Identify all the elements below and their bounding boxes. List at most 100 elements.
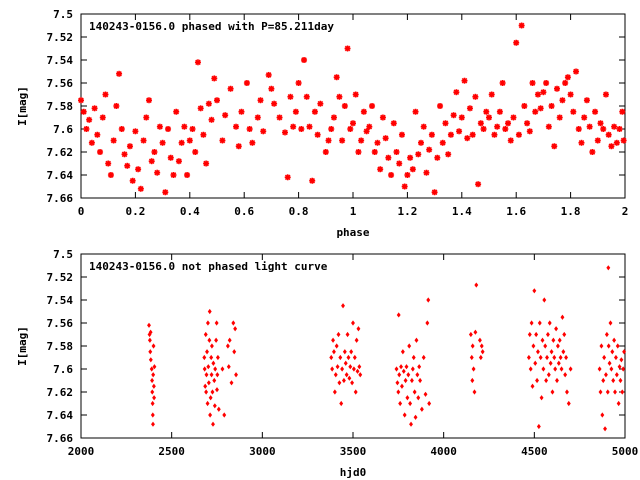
data-point	[388, 172, 395, 178]
data-point	[621, 366, 626, 372]
data-point	[360, 108, 367, 115]
data-point	[340, 366, 345, 372]
data-point	[544, 377, 549, 384]
data-point	[434, 154, 441, 161]
data-point	[369, 103, 376, 109]
data-point	[208, 395, 213, 401]
data-point	[568, 366, 573, 372]
data-point	[594, 137, 601, 144]
data-point	[151, 149, 158, 155]
data-point	[214, 337, 219, 343]
data-point	[311, 108, 318, 115]
x-tick-label: 1.8	[561, 205, 581, 218]
data-point	[550, 389, 555, 395]
data-point	[341, 103, 348, 109]
data-point	[394, 366, 399, 372]
data-point	[545, 123, 552, 130]
data-point	[480, 126, 487, 132]
data-point	[401, 183, 408, 190]
y-axis-ticks: 7.5 7.52 7.54 7.56 7.58 7.6 7.62 7.64 7.66	[47, 8, 625, 205]
data-point	[339, 400, 344, 407]
data-point	[619, 357, 624, 363]
data-point	[379, 114, 386, 121]
data-point	[332, 389, 337, 395]
data-point	[469, 354, 474, 361]
data-point	[606, 343, 611, 349]
data-point	[146, 97, 152, 104]
data-point	[602, 91, 609, 98]
data-point	[396, 312, 401, 318]
data-point	[390, 120, 397, 127]
data-point	[442, 120, 449, 127]
data-point	[91, 105, 98, 112]
data-point	[162, 189, 169, 196]
data-point	[200, 131, 207, 138]
data-point	[526, 354, 531, 361]
x-tick-label: 3500	[340, 445, 367, 458]
data-point	[515, 131, 522, 138]
y-tick-label: 7.6	[53, 123, 73, 136]
data-point	[347, 126, 354, 132]
data-point	[173, 108, 180, 115]
data-point	[456, 128, 463, 135]
data-point	[353, 389, 358, 395]
data-point	[494, 123, 501, 130]
data-point	[284, 174, 291, 181]
data-point	[348, 364, 353, 370]
data-point	[350, 120, 356, 127]
data-point	[254, 114, 261, 121]
data-point	[521, 103, 528, 109]
data-point	[480, 349, 485, 355]
data-point	[206, 380, 211, 386]
data-point	[412, 108, 419, 115]
data-point	[113, 103, 120, 109]
data-point	[102, 91, 109, 98]
data-point	[556, 360, 561, 366]
data-point	[107, 172, 114, 178]
data-point	[405, 395, 410, 401]
data-point	[249, 139, 256, 146]
data-point	[351, 320, 355, 326]
data-point	[611, 377, 616, 384]
data-point	[566, 400, 571, 407]
data-point	[189, 126, 196, 132]
data-point	[350, 380, 355, 386]
data-point	[413, 414, 418, 420]
data-point	[486, 114, 492, 121]
data-point	[426, 297, 431, 303]
data-point	[475, 181, 482, 188]
x-axis-label: hjd0	[340, 466, 367, 479]
data-point	[298, 126, 305, 132]
data-point	[545, 331, 550, 338]
data-point	[615, 343, 620, 349]
y-tick-label: 7.6	[53, 363, 73, 376]
data-point	[150, 400, 155, 407]
data-point	[322, 149, 329, 155]
data-point	[215, 372, 220, 378]
data-point	[156, 123, 163, 130]
data-point	[342, 349, 347, 355]
data-point	[337, 380, 342, 386]
data-point	[99, 114, 106, 121]
data-point	[347, 375, 352, 381]
x-axis-ticks: 0 0.2 0.4 0.6 0.8 1 1.2 1.4 1.6 1.8 2	[78, 14, 628, 218]
data-point	[225, 343, 230, 349]
data-point	[619, 108, 626, 115]
data-point	[175, 158, 182, 165]
data-point	[535, 377, 540, 384]
x-tick-label: 0.4	[180, 205, 200, 218]
data-point	[554, 326, 559, 332]
data-point	[445, 151, 452, 158]
y-tick-label: 7.58	[47, 100, 74, 113]
data-point	[557, 337, 562, 343]
data-point	[207, 337, 212, 343]
data-point	[233, 326, 238, 332]
data-point	[331, 337, 336, 343]
data-point	[121, 151, 128, 158]
data-point	[461, 77, 468, 84]
data-point	[235, 143, 242, 150]
data-point	[608, 320, 613, 326]
x-tick-label: 0	[78, 205, 85, 218]
x-tick-label: 0.6	[234, 205, 254, 218]
